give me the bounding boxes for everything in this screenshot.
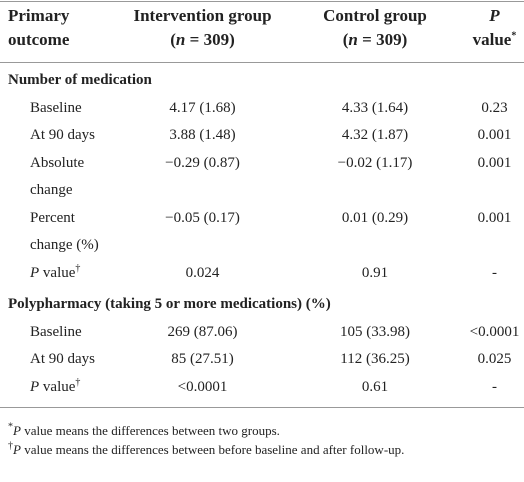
section-row: Number of medication	[0, 63, 524, 95]
superscript: †	[8, 440, 13, 452]
text-segment: n	[175, 30, 186, 49]
row-label: Baseline	[0, 319, 120, 347]
text-segment: Baseline	[30, 323, 82, 340]
cell: 0.024	[185, 264, 220, 281]
text-segment: Control group	[323, 6, 427, 25]
text-segment: Primary	[8, 6, 70, 25]
table-body: Number of medication Baseline 4.17 (1.68) 4…	[0, 63, 524, 408]
text-segment: P	[13, 442, 21, 457]
text-segment: value	[39, 378, 76, 395]
header-row: Primary outcome Intervention group (n = 309…	[0, 1, 524, 63]
data-row: Baseline 4.17 (1.68) 4.33 (1.64) 0.23	[0, 95, 524, 123]
superscript: †	[75, 376, 81, 388]
cell: −0.05 (0.17)	[165, 209, 240, 226]
footnote: †P value means the differences between b…	[8, 440, 524, 459]
text-segment: Percent change (%)	[30, 209, 99, 254]
table-header: Primary outcome Intervention group (n = 309…	[0, 1, 524, 63]
cell: 0.61	[285, 373, 465, 408]
text-segment: Baseline	[30, 99, 82, 116]
text-segment: value	[472, 30, 512, 49]
superscript: *	[8, 421, 13, 433]
row-label: P value†	[0, 260, 120, 288]
text-segment: P	[13, 423, 21, 438]
cell: 0.001	[477, 127, 512, 143]
row-label: Percent change (%)	[0, 205, 120, 260]
text-segment: P	[489, 6, 500, 25]
cell: −0.29 (0.87)	[165, 154, 240, 171]
text-segment: Absolute change	[30, 154, 85, 199]
row-label: P value†	[0, 373, 120, 408]
text-segment: = 309)	[185, 30, 235, 49]
text-segment: = 309)	[357, 30, 408, 49]
text-segment: value	[39, 264, 76, 281]
cell: 4.33 (1.64)	[341, 99, 409, 116]
text-segment: (	[342, 30, 349, 49]
cell: 0.001	[477, 209, 512, 226]
text-segment: At 90 days	[30, 351, 95, 367]
text-segment: (	[170, 30, 176, 49]
superscript: *	[511, 30, 517, 42]
footnotes: *P value means the differences between t…	[0, 408, 524, 459]
cell: 269 (87.06)	[167, 323, 238, 340]
cell: 105 (33.98)	[340, 323, 410, 340]
data-row: Absolute change −0.29 (0.87) −0.02 (1.17) 0…	[0, 150, 524, 205]
section-title: Number of medication	[8, 72, 152, 88]
data-row: At 90 days 85 (27.51) 112 (36.25) 0.025	[0, 346, 524, 374]
data-row: At 90 days 3.88 (1.48) 4.32 (1.87) 0.001	[0, 122, 524, 150]
section-title: Polypharmacy (taking 5 or more medicatio…	[8, 296, 331, 312]
row-label: At 90 days	[0, 122, 120, 150]
text-segment: outcome	[8, 30, 70, 49]
outcome-table: Primary outcome Intervention group (n = 309…	[0, 1, 524, 408]
cell: 0.91	[361, 264, 389, 281]
row-label: Baseline	[0, 95, 120, 123]
cell: -	[492, 264, 497, 281]
column-header: Primary outcome	[0, 1, 120, 63]
column-header: Intervention group (n = 309)	[120, 1, 285, 63]
cell: 0.025	[477, 351, 512, 367]
cell: 85 (27.51)	[171, 351, 234, 367]
superscript: †	[75, 262, 81, 274]
cell: −0.02 (1.17)	[337, 154, 413, 171]
cell: 4.17 (1.68)	[169, 99, 236, 116]
text-segment: n	[348, 30, 358, 49]
text-segment: At 90 days	[30, 127, 95, 143]
footnote: *P value means the differences between t…	[8, 421, 524, 440]
text-segment: value means the differences between two …	[20, 423, 280, 438]
data-row: P value† <0.0001 0.61-	[0, 373, 524, 408]
text-segment: value means the differences between befo…	[20, 442, 405, 457]
cell: 0.23	[481, 99, 508, 116]
data-row: Baseline 269 (87.06) 105 (33.98) <0.0001	[0, 319, 524, 347]
cell: 0.01 (0.29)	[341, 209, 409, 226]
row-label: At 90 days	[0, 346, 120, 374]
data-row: Percent change (%) −0.05 (0.17) 0.01 (0.29…	[0, 205, 524, 260]
cell: 112 (36.25)	[340, 351, 410, 367]
data-row: P value† 0.024 0.91 -	[0, 260, 524, 288]
text-segment: Intervention group	[133, 6, 272, 25]
cell: 3.88 (1.48)	[169, 127, 236, 143]
section-row: Polypharmacy (taking 5 or more medicatio…	[0, 287, 524, 319]
cell: -	[465, 373, 524, 408]
cell: <0.0001	[120, 373, 285, 408]
row-label: Absolute change	[0, 150, 120, 205]
column-header: Control group (n = 309)	[285, 1, 465, 63]
cell: <0.0001	[469, 323, 520, 340]
cell: 4.32 (1.87)	[341, 127, 409, 143]
cell: 0.001	[477, 154, 512, 171]
text-segment: P	[30, 378, 40, 395]
text-segment: P	[30, 264, 40, 281]
